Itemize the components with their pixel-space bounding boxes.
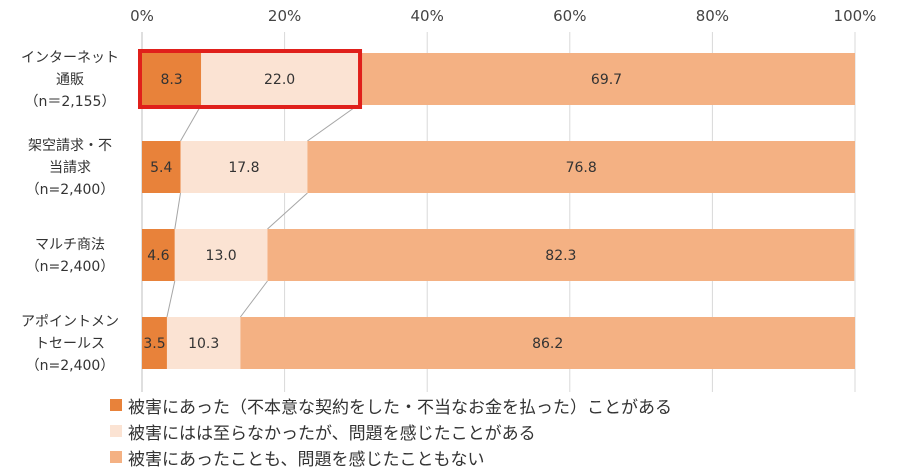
legend-label-none: 被害にあったことも、問題を感じたこともない <box>128 449 485 470</box>
legend-item-none: 被害にあったことも、問題を感じたこともない <box>110 444 672 470</box>
x-tick-label-1: 20% <box>268 7 301 25</box>
bar-segment-2-0 <box>142 229 175 281</box>
legend-swatch-damaged <box>110 399 122 411</box>
value-label-0-1: 22.0 <box>264 72 295 88</box>
category-label-1-0: 架空請求・不 <box>28 138 112 154</box>
legend-item-damaged: 被害にあった（不本意な契約をした・不当なお金を払った）ことがある <box>110 392 672 418</box>
category-label-0-2: （n＝2,155） <box>25 94 116 110</box>
category-label-0-0: インターネット <box>21 50 119 66</box>
value-label-3-0: 3.5 <box>143 336 165 352</box>
bar-segment-0-0 <box>142 53 202 105</box>
category-label-3-0: アポイントメン <box>21 314 119 330</box>
category-label-0-1: 通販 <box>56 72 84 88</box>
bar-segment-0-2 <box>358 53 855 105</box>
value-label-2-1: 13.0 <box>206 248 237 264</box>
value-label-0-0: 8.3 <box>160 72 182 88</box>
highlight-box <box>138 49 363 109</box>
value-label-2-0: 4.6 <box>147 248 169 264</box>
bar-segment-1-2 <box>307 141 855 193</box>
category-label-2-0: マルチ商法 <box>35 237 105 253</box>
value-label-3-2: 86.2 <box>532 336 563 352</box>
x-tick-label-3: 60% <box>553 7 586 25</box>
connector-lines <box>166 104 359 318</box>
bar-segment-1-0 <box>142 141 181 193</box>
connector-line-2-1 <box>239 280 268 318</box>
connector-line-2-0 <box>166 280 176 318</box>
legend-item-problem: 被害にはは至らなかったが、問題を感じたことがある <box>110 418 672 444</box>
x-tick-label-4: 80% <box>696 7 729 25</box>
value-label-1-1: 17.8 <box>228 160 259 176</box>
connector-line-0-1 <box>307 104 359 142</box>
bar-segment-3-0 <box>142 317 167 369</box>
x-tick-label-2: 40% <box>411 7 444 25</box>
connector-line-0-0 <box>180 104 202 142</box>
value-label-3-1: 10.3 <box>188 336 219 352</box>
legend-swatch-none <box>110 451 122 463</box>
value-label-0-2: 69.7 <box>591 72 622 88</box>
connector-line-1-1 <box>267 192 308 230</box>
value-labels: 8.3 22.0 69.7 5.4 17.8 76.8 4.6 13.0 82.3 3.5 10.3… <box>143 72 622 352</box>
value-label-1-0: 5.4 <box>150 160 172 176</box>
bar-segment-2-1 <box>174 229 268 281</box>
bar-segment-0-1 <box>201 53 359 105</box>
category-label-1-1: 当請求 <box>49 160 91 176</box>
legend-label-damaged: 被害にあった（不本意な契約をした・不当なお金を払った）ことがある <box>128 397 672 418</box>
legend: 被害にあった（不本意な契約をした・不当なお金を払った）ことがある 被害にはは至ら… <box>110 392 672 470</box>
category-label-1-2: （n=2,400） <box>26 182 115 198</box>
bar-segment-1-1 <box>180 141 308 193</box>
bar-segment-3-1 <box>166 317 241 369</box>
connector-line-1-0 <box>174 192 181 230</box>
x-tick-label-5: 100% <box>834 7 877 25</box>
bar-segment-2-2 <box>267 229 855 281</box>
legend-label-problem: 被害にはは至らなかったが、問題を感じたことがある <box>128 423 536 444</box>
highlight-rect <box>138 49 363 109</box>
legend-swatch-problem <box>110 425 122 437</box>
stacked-bar-chart: 0% 20% 40% 60% 80% 100% 8.3 22.0 69.7 5.4 17.8 76.… <box>21 7 876 392</box>
value-label-1-2: 76.8 <box>566 160 597 176</box>
value-label-2-2: 82.3 <box>545 248 576 264</box>
x-tick-label-0: 0% <box>130 7 154 25</box>
bar-segment-3-2 <box>240 317 856 369</box>
x-axis-ticks: 0% 20% 40% 60% 80% 100% <box>130 7 876 25</box>
category-label-3-2: （n=2,400） <box>26 358 115 374</box>
category-label-2-1: （n=2,400） <box>26 259 115 275</box>
bars <box>142 53 856 369</box>
category-label-3-1: トセールス <box>35 336 105 352</box>
